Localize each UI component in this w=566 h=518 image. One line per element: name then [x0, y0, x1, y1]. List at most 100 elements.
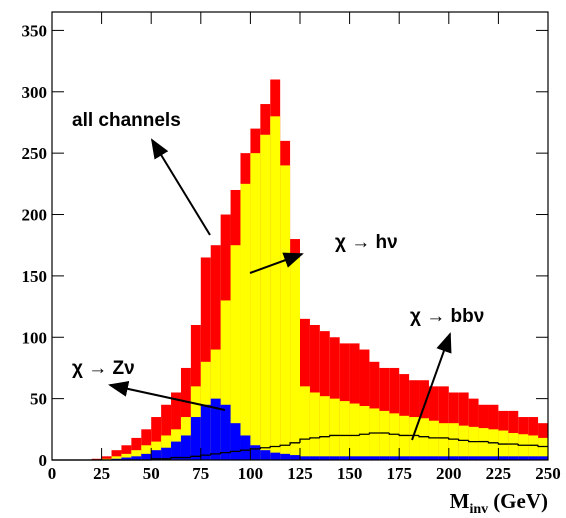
bar — [379, 410, 390, 460]
step-segment — [388, 432, 400, 435]
bar — [161, 447, 172, 460]
x-tick-label: 125 — [287, 464, 313, 483]
bar — [220, 300, 231, 460]
annotation: χ → bbν — [410, 306, 484, 327]
step-segment — [190, 455, 201, 458]
bar — [369, 408, 380, 460]
x-tick-label: 75 — [192, 464, 209, 483]
annotation: χ → hν — [335, 232, 398, 253]
bar — [319, 331, 330, 460]
bar — [280, 165, 291, 460]
bar — [399, 456, 410, 460]
bar — [438, 456, 449, 460]
bar — [151, 450, 162, 460]
bar — [329, 398, 340, 460]
bar — [528, 435, 539, 460]
x-tick-label: 50 — [143, 464, 160, 483]
bar — [131, 437, 142, 460]
bar — [319, 456, 330, 460]
bar — [300, 386, 310, 460]
bar — [538, 437, 548, 460]
bar — [180, 435, 191, 460]
bar — [419, 456, 429, 460]
x-tick-label: 100 — [238, 464, 264, 483]
step-segment — [309, 437, 320, 440]
bar — [200, 404, 211, 460]
bar — [230, 245, 241, 460]
bar — [339, 401, 350, 460]
x-tick-label: 225 — [486, 464, 512, 483]
bar — [121, 457, 132, 460]
x-tick-label: 250 — [535, 464, 561, 483]
bar — [171, 441, 181, 460]
bar — [458, 425, 469, 460]
bar — [538, 456, 548, 460]
arrow — [249, 252, 304, 274]
x-tick-label: 25 — [93, 464, 110, 483]
bar — [349, 403, 360, 460]
x-tick-label: 150 — [337, 464, 363, 483]
bar — [359, 405, 370, 460]
bar — [498, 456, 509, 460]
bar — [349, 456, 360, 460]
annotation: all channels — [72, 110, 181, 131]
bar — [131, 456, 142, 460]
step-segment — [319, 436, 330, 438]
step-segment — [329, 434, 340, 437]
bar — [240, 183, 251, 460]
y-tick-label: 350 — [22, 21, 48, 40]
step-segment — [467, 440, 479, 443]
x-axis-title: Minv (GeV) — [450, 489, 548, 517]
step-segment — [537, 445, 548, 448]
bar — [141, 429, 152, 460]
bar — [161, 404, 172, 460]
annotation: χ → Zν — [72, 358, 135, 379]
bar — [220, 404, 231, 460]
y-tick-label: 200 — [22, 206, 48, 225]
bar — [339, 456, 350, 460]
step-segment — [210, 453, 221, 456]
arrow — [108, 381, 226, 411]
step-segment — [368, 432, 380, 435]
step-segment — [418, 435, 429, 438]
bar — [300, 456, 310, 460]
bar — [448, 456, 459, 460]
bar — [448, 423, 459, 460]
bar — [528, 456, 539, 460]
bar — [369, 456, 380, 460]
step-segment — [517, 444, 529, 446]
bar — [428, 420, 439, 460]
bar — [260, 134, 271, 460]
bar — [210, 398, 221, 460]
bar — [458, 456, 469, 460]
step-segment — [239, 449, 251, 452]
bar — [121, 453, 132, 460]
bar — [309, 456, 320, 460]
bar — [270, 116, 281, 460]
bar — [468, 456, 479, 460]
y-tick-label: 100 — [22, 328, 48, 347]
bar — [508, 432, 519, 460]
bar — [468, 426, 479, 460]
bar — [141, 445, 152, 460]
step-segment — [299, 438, 310, 443]
bar — [180, 367, 191, 460]
bar — [428, 456, 439, 460]
bar — [488, 429, 499, 460]
step-segment — [219, 451, 231, 454]
bar — [379, 456, 390, 460]
bar — [409, 417, 420, 460]
bar — [329, 456, 340, 460]
bar — [389, 456, 400, 460]
bar — [508, 456, 519, 460]
x-tick-label: 200 — [436, 464, 462, 483]
bar — [280, 453, 291, 460]
bar — [419, 418, 429, 460]
bar — [250, 445, 261, 460]
bar — [101, 456, 112, 460]
x-tick-label: 175 — [386, 464, 412, 483]
bar — [290, 455, 300, 460]
y-tick-label: 50 — [30, 390, 47, 409]
bar — [478, 456, 489, 460]
